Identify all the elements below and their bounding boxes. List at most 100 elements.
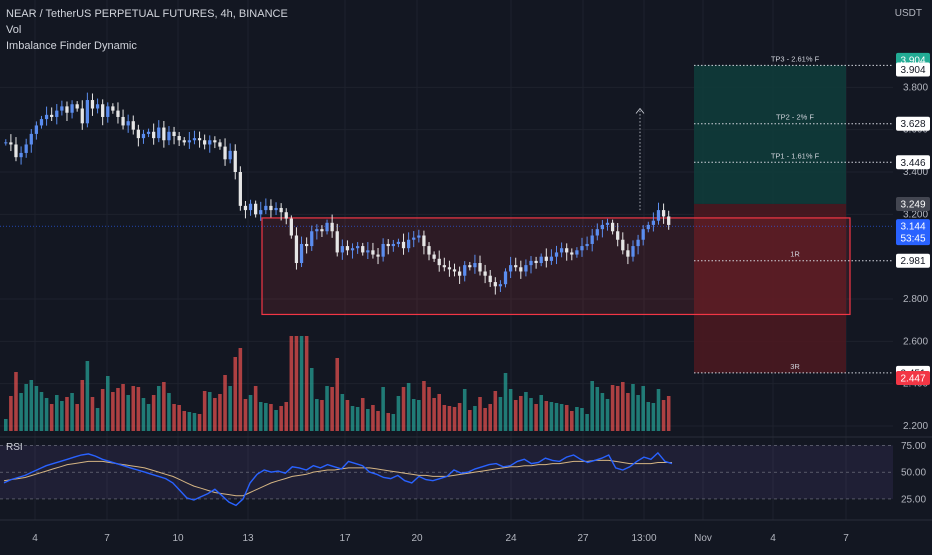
candle-body <box>208 140 212 145</box>
volume-bar <box>580 408 584 431</box>
projection-arrow-head <box>635 107 645 114</box>
price-tick-label: 3.400 <box>903 167 928 178</box>
volume-bar <box>350 406 355 431</box>
volume-bar <box>60 401 64 431</box>
volume-bar <box>105 376 110 431</box>
volume-bar <box>661 400 666 431</box>
candle-body <box>544 256 548 261</box>
candle-body <box>223 146 227 160</box>
volume-bar <box>427 387 431 431</box>
volume-bar <box>503 373 508 431</box>
tag-entry: 3.249 <box>900 199 925 210</box>
volume-bar <box>534 404 538 431</box>
volume-bar <box>386 413 391 431</box>
candle-body <box>519 267 523 272</box>
candle-body <box>406 239 411 249</box>
volume-bar <box>19 393 23 431</box>
candle-body <box>442 265 446 268</box>
volume-bar <box>345 400 350 431</box>
volume-bar <box>100 389 105 431</box>
candle-body <box>667 216 671 225</box>
candle-body <box>565 248 569 253</box>
candle-body <box>146 131 151 134</box>
candle-body <box>534 260 538 264</box>
volume-bar <box>294 336 299 431</box>
volume-bar <box>264 403 268 431</box>
candle-body <box>575 250 579 255</box>
volume-bar <box>488 404 492 431</box>
candle-body <box>248 203 253 211</box>
level-tp3-label: TP3 - 2.61% F <box>771 54 820 63</box>
candle-body <box>401 241 406 249</box>
candle-body <box>269 205 273 211</box>
candle-body <box>284 212 288 219</box>
x-tick-label: 10 <box>172 533 184 544</box>
volume-bar <box>238 348 243 431</box>
candle-body <box>305 243 309 247</box>
volume-bar <box>437 394 442 431</box>
candle-body <box>636 239 640 247</box>
volume-bar <box>213 398 217 431</box>
price-tick-label: 2.800 <box>903 294 928 305</box>
price-unit-label: USDT <box>894 8 922 19</box>
volume-bar <box>575 407 579 431</box>
volume-bar <box>478 397 482 431</box>
volume-bar <box>80 380 85 431</box>
volume-bar <box>299 336 304 431</box>
candle-body <box>213 140 217 143</box>
candle-body <box>646 224 650 230</box>
volume-bar <box>564 405 569 431</box>
volume-bar <box>131 386 136 431</box>
candle-body <box>172 131 176 137</box>
x-tick-label: 24 <box>505 533 517 544</box>
candle-body <box>325 222 329 232</box>
volume-bar <box>621 382 625 431</box>
volume-bar <box>172 404 176 431</box>
volume-bar <box>34 386 39 431</box>
tag-tp2-bg <box>896 116 930 131</box>
candle-body <box>335 231 339 253</box>
candle-body <box>570 252 574 255</box>
volume-bar <box>223 375 227 431</box>
candle-body <box>422 235 426 247</box>
volume-bar <box>631 384 635 431</box>
volume-bar <box>539 395 543 431</box>
volume-bar <box>85 361 90 431</box>
candle-body <box>121 116 125 126</box>
candle-body <box>493 282 497 287</box>
volume-bar <box>468 410 472 431</box>
volume-bar <box>417 400 421 431</box>
candle-body <box>192 138 197 141</box>
candle-body <box>299 243 304 264</box>
level-tp2-label: TP2 - 2% F <box>776 113 814 122</box>
candle-body <box>177 136 181 141</box>
x-tick-label: 7 <box>843 533 849 544</box>
candle-body <box>228 150 232 160</box>
volume-bar <box>289 336 294 431</box>
candle-body <box>24 144 28 153</box>
price-tick-label: 3.200 <box>903 209 928 220</box>
candle-body <box>19 152 23 158</box>
volume-bar <box>315 399 319 431</box>
candle-body <box>50 114 54 117</box>
candle-body <box>508 265 513 272</box>
volume-bar <box>29 380 34 431</box>
volume-bar <box>544 401 549 431</box>
volume-bar <box>304 336 309 431</box>
range-box <box>261 217 851 316</box>
candle-body <box>315 229 319 232</box>
x-tick-label: 27 <box>577 533 589 544</box>
volume-bar <box>258 402 263 431</box>
volume-bar <box>197 414 202 431</box>
candle-body <box>656 210 661 221</box>
tag-tp2: 3.628 <box>900 119 925 130</box>
volume-bar <box>340 394 345 431</box>
volume-bar <box>411 399 416 431</box>
candle-body <box>605 222 610 225</box>
candle-body <box>631 246 635 257</box>
candle-body <box>600 224 605 230</box>
candle-body <box>559 248 564 253</box>
candle-body <box>437 258 441 266</box>
